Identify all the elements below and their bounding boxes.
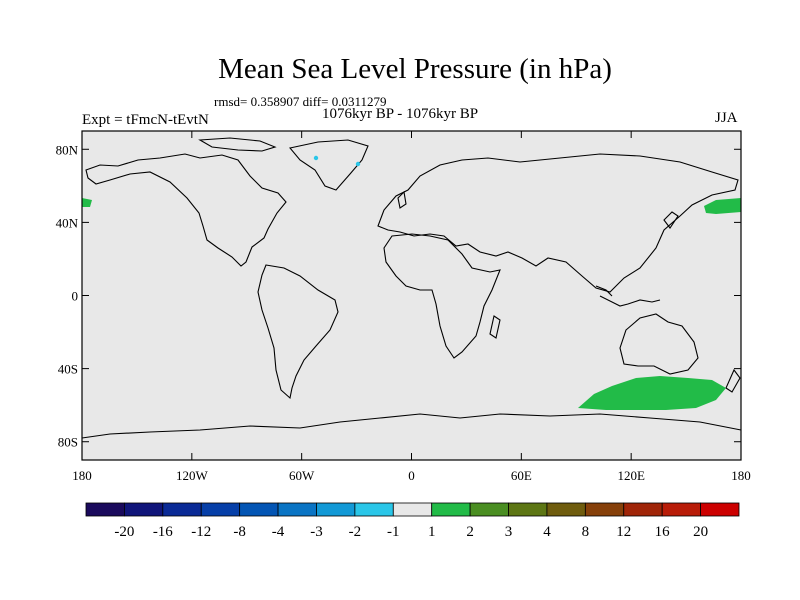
colorbar-label: -4 [272, 524, 285, 540]
lat-tick-label: 0 [72, 289, 79, 304]
negative-anomaly-regions [313, 155, 361, 167]
colorbar-label: -2 [349, 524, 362, 540]
colorbar-swatch [200, 502, 241, 517]
colorbar-label: 1 [428, 524, 436, 540]
colorbar-swatch [354, 502, 394, 517]
lon-tick-label: 60W [289, 468, 315, 483]
stats-label: rmsd= 0.358907 diff= 0.0311279 [214, 94, 387, 109]
colorbar-swatch [584, 502, 625, 517]
lat-tick-label: 80S [58, 435, 78, 450]
anomaly-speck [355, 161, 361, 167]
colorbar-swatch [546, 502, 586, 517]
colorbar-swatch [508, 502, 548, 517]
latitude-ticks [82, 148, 741, 443]
colorbar-label: -16 [153, 524, 173, 540]
colorbar-swatch [661, 502, 701, 517]
colorbar-label: -3 [310, 524, 323, 540]
map-background [82, 131, 741, 460]
lat-tick-label: 40S [58, 362, 78, 377]
lon-tick-label: 180 [731, 468, 751, 483]
latitude-labels: 80N 40N 0 40S 80S [56, 142, 79, 449]
lat-tick-label: 80N [56, 142, 79, 157]
anomaly-east-pacific-edge [82, 198, 92, 207]
anomaly-southern-ocean [578, 376, 726, 410]
colorbar-label: 4 [543, 524, 551, 540]
map-title: Mean Sea Level Pressure (in hPa) [218, 53, 612, 85]
lon-tick-label: 60E [511, 468, 532, 483]
positive-anomaly-regions [82, 198, 741, 410]
colorbar-swatch [469, 502, 509, 517]
colorbar-swatch [239, 502, 279, 517]
colorbar-label: 16 [655, 524, 671, 540]
anomaly-north-pacific [704, 198, 741, 214]
period-label: 1076kyr BP - 1076kyr BP [322, 106, 479, 122]
colorbar-swatch [277, 502, 317, 517]
colorbar-label: -12 [191, 524, 211, 540]
colorbar-label: 12 [616, 524, 631, 540]
lon-tick-label: 0 [408, 468, 415, 483]
lat-tick-label: 40N [56, 215, 79, 230]
colorbar-label: -8 [233, 524, 246, 540]
anomaly-speck [313, 155, 319, 161]
experiment-label: Expt = tFmcN-tEvtN [82, 112, 209, 128]
colorbar-label: 2 [466, 524, 474, 540]
colorbar-swatch [431, 502, 471, 517]
lon-tick-label: 180 [72, 468, 92, 483]
colorbar-swatch [700, 502, 740, 517]
colorbar-swatch [623, 502, 663, 517]
season-label: JJA [715, 110, 738, 126]
coastlines [81, 137, 742, 439]
colorbar-label: 20 [693, 524, 708, 540]
colorbar [85, 502, 740, 517]
colorbar-label: 3 [505, 524, 513, 540]
colorbar-swatch [392, 502, 433, 517]
colorbar-label: -1 [387, 524, 400, 540]
colorbar-swatch [162, 502, 202, 517]
lon-tick-label: 120W [176, 468, 209, 483]
longitude-labels: 180 120W 60W 0 60E 120E 180 [72, 468, 751, 483]
colorbar-label: 8 [582, 524, 590, 540]
colorbar-swatch [124, 502, 164, 517]
colorbar-swatch [85, 502, 125, 517]
lon-tick-label: 120E [617, 468, 645, 483]
colorbar-swatch [316, 502, 356, 517]
colorbar-label: -20 [114, 524, 134, 540]
longitude-ticks [81, 131, 742, 460]
colorbar-labels: -20 -16 -12 -8 -4 -3 -2 -1 1 2 3 4 8 12 16 20 [114, 524, 708, 540]
